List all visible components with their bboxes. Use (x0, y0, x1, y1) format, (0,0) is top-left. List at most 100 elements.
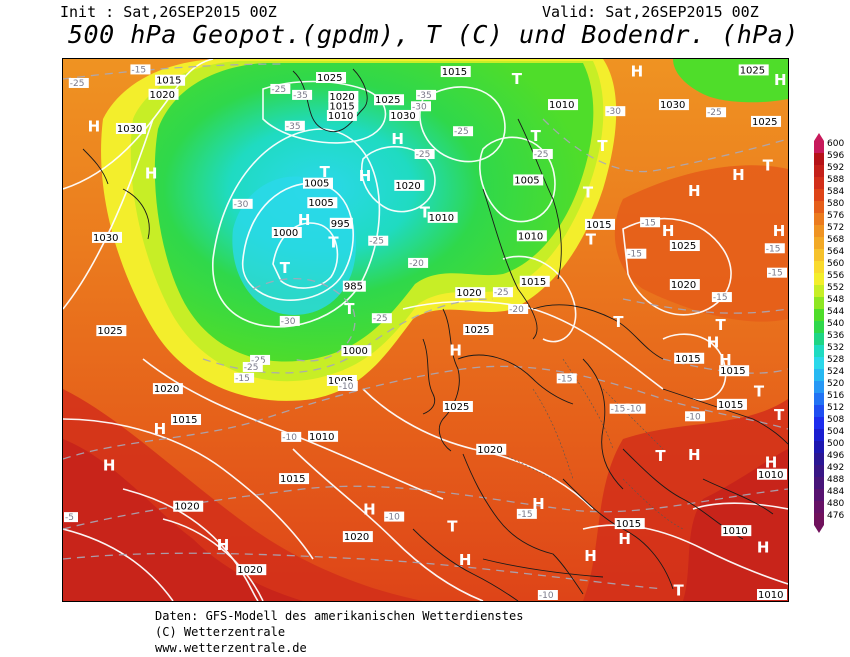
legend-entry: 568 (812, 235, 850, 249)
high-pressure-center: H (391, 130, 404, 148)
legend-swatch (814, 513, 824, 525)
legend-swatch (814, 321, 824, 333)
legend-swatch (814, 465, 824, 477)
legend-entry: 488 (812, 475, 850, 489)
legend-swatch (814, 297, 824, 309)
svg-text:1005: 1005 (308, 198, 333, 209)
temperature-label: -35 (416, 89, 437, 101)
svg-text:-15: -15 (131, 65, 146, 75)
legend-entry: 476 (812, 511, 850, 525)
svg-text:-25: -25 (244, 363, 259, 373)
svg-text:1010: 1010 (518, 231, 543, 242)
legend-entry: 480 (812, 499, 850, 513)
pressure-label: 1030 (92, 231, 122, 244)
temperature-label: -25 (250, 354, 271, 366)
svg-text:-10: -10 (282, 433, 297, 443)
svg-text:1015: 1015 (329, 102, 354, 113)
temperature-label: -35 (292, 89, 313, 101)
high-pressure-center: H (618, 530, 631, 548)
legend-label: 528 (827, 355, 845, 365)
low-pressure-center: T (716, 316, 727, 334)
website-text: www.wetterzentrale.de (155, 641, 307, 655)
legend-top-arrow (814, 133, 824, 141)
low-pressure-center: T (344, 300, 355, 318)
pressure-label: 1020 (394, 179, 425, 192)
svg-text:-5: -5 (65, 513, 74, 523)
high-pressure-center: H (732, 166, 745, 184)
svg-text:-25: -25 (707, 108, 722, 118)
legend-label: 492 (827, 463, 845, 473)
legend-swatch (814, 285, 824, 297)
temperature-label: -10 (625, 403, 646, 415)
coastlines (82, 68, 788, 601)
svg-text:-35: -35 (293, 91, 308, 101)
legend-label: 512 (827, 403, 845, 413)
svg-text:1030: 1030 (660, 100, 685, 111)
temperature-label: -25 (371, 313, 392, 324)
svg-text:1015: 1015 (280, 474, 305, 485)
legend-label: 480 (827, 499, 845, 509)
legend-swatch (814, 237, 824, 249)
legend-label: 520 (827, 379, 845, 389)
pressure-label: 1025 (751, 115, 782, 128)
weather-map: 1015 1020 1030 1025 1020 1015 1010 1025 1030 1015… (62, 58, 789, 602)
high-pressure-center: H (145, 165, 158, 183)
legend-swatch (814, 453, 824, 465)
low-pressure-center: T (586, 230, 597, 248)
legend-entry: 532 (812, 343, 850, 357)
low-pressure-center: T (655, 447, 666, 465)
svg-text:-25: -25 (251, 356, 266, 366)
pressure-label: 1015 (279, 473, 310, 485)
pressure-label: 1005 (302, 177, 333, 190)
svg-text:-30: -30 (234, 200, 249, 210)
legend-entry: 580 (812, 199, 850, 213)
low-pressure-center: T (420, 204, 431, 222)
pressure-label: 1005 (307, 197, 338, 209)
svg-text:1010: 1010 (722, 526, 747, 537)
legend-entry: 528 (812, 355, 850, 369)
low-pressure-center: T (328, 234, 339, 252)
pressure-label: 1020 (148, 88, 179, 101)
legend-entry: 548 (812, 295, 850, 309)
legend-entry: 540 (812, 319, 850, 333)
pressure-label: 1020 (236, 564, 267, 576)
svg-text:1030: 1030 (93, 233, 118, 244)
temperature-label: -10 (281, 431, 302, 443)
high-pressure-center: H (774, 71, 787, 89)
warm-ne-region (614, 165, 788, 322)
pressure-label: 1015 (614, 518, 645, 530)
high-pressure-center: H (631, 62, 644, 80)
legend-label: 576 (827, 211, 845, 221)
svg-text:1000: 1000 (342, 346, 367, 357)
svg-text:-15: -15 (713, 293, 728, 303)
high-pressure-center: H (154, 420, 167, 438)
svg-text:-15: -15 (611, 405, 626, 415)
legend-entry: 560 (812, 259, 850, 273)
svg-text:1025: 1025 (752, 117, 777, 128)
low-pressure-center: T (512, 70, 523, 88)
low-pressure-center: T (597, 137, 608, 155)
legend-entry: 544 (812, 307, 850, 321)
legend-swatch (814, 153, 824, 165)
svg-text:1015: 1015 (521, 277, 546, 288)
svg-text:-15: -15 (768, 269, 783, 279)
legend-entry: 504 (812, 427, 850, 441)
legend-swatch (814, 489, 824, 501)
high-pressure-center: H (662, 222, 675, 240)
legend-label: 484 (827, 487, 845, 497)
pressure-label: 1010 (548, 99, 579, 111)
legend-entry: 508 (812, 415, 850, 429)
svg-text:1010: 1010 (758, 470, 783, 481)
pressure-label: 1025 (96, 325, 127, 337)
pressure-label: 1010 (757, 589, 787, 601)
warm-w-region (63, 439, 303, 601)
pressure-label: 995 (329, 217, 353, 230)
temperature-label: -15 (640, 217, 661, 228)
low-pressure-center: T (280, 259, 291, 277)
warm-e-region (683, 449, 788, 601)
legend-label: 584 (827, 187, 845, 197)
svg-text:1015: 1015 (616, 519, 641, 530)
low-pressure-center: T (673, 581, 684, 599)
temperature-label: -30 (605, 106, 626, 117)
svg-text:1020: 1020 (150, 90, 175, 101)
